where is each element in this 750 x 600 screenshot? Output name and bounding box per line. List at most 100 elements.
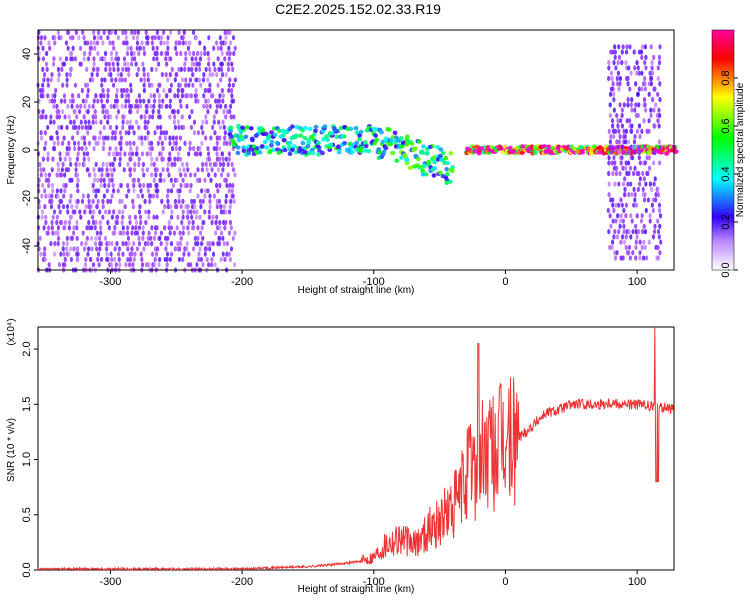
spectrogram-cell — [616, 70, 621, 76]
spectrogram-cell — [87, 103, 91, 109]
spectrogram-cell — [440, 150, 446, 156]
spectrogram-cell — [282, 147, 288, 153]
spectrogram-cell — [217, 119, 221, 125]
spectrogram-cell — [61, 246, 65, 252]
spectrogram-cell — [213, 262, 217, 268]
spectrogram-cell — [176, 93, 180, 99]
spectrogram-cell — [165, 103, 169, 109]
spectrogram-cell — [328, 142, 334, 148]
spectrogram-cell — [66, 103, 70, 109]
spectrogram-cell — [448, 151, 454, 156]
spectrogram-cell — [658, 81, 662, 87]
spectrogram-cell — [149, 103, 153, 109]
spectrogram-cell — [158, 256, 162, 263]
spectrogram-cell — [609, 149, 614, 155]
spectrogram-cell — [99, 182, 103, 189]
spectrogram-cell — [209, 135, 213, 141]
spectrogram-cell — [195, 209, 199, 215]
spectrogram-cell — [611, 49, 615, 55]
colorbar-label: Normalized spectral amplitude — [735, 82, 746, 217]
spectrogram-cell — [142, 50, 147, 57]
spectrogram-cell — [616, 144, 621, 150]
spectrogram-cell — [638, 239, 642, 245]
spectrogram-cell — [179, 50, 183, 57]
spectrogram-cell — [653, 149, 657, 155]
spectrogram-cell — [626, 181, 630, 187]
spectrogram-cell — [643, 81, 647, 87]
spectrogram-cell — [99, 93, 103, 99]
spectrogram-cell — [197, 251, 201, 257]
spectrogram-cell — [139, 77, 143, 83]
spectrogram-cell — [91, 198, 95, 204]
spectrogram-cell — [75, 235, 79, 241]
spectrogram-cell — [112, 188, 116, 194]
spectrogram-cell — [138, 204, 142, 210]
spectrogram-cell — [221, 156, 225, 162]
spectrogram-cell — [149, 193, 153, 199]
spectrogram-cell — [198, 145, 202, 152]
spectrogram-cell — [199, 50, 203, 57]
spectrogram-cell — [206, 241, 210, 247]
spectrogram-cell — [616, 118, 620, 124]
spectrogram-cell — [272, 132, 278, 137]
spectrogram-cell — [75, 114, 79, 120]
spectrogram-cell — [117, 256, 121, 263]
spectrogram-cell — [607, 75, 611, 82]
spectrogram-cell — [235, 150, 241, 156]
spectrogram-cell — [198, 246, 202, 252]
spectrogram-cell — [628, 44, 632, 50]
spectrogram-cell — [374, 137, 380, 143]
spectrogram-cell — [107, 61, 111, 67]
spectrogram-cell — [216, 188, 220, 194]
spectrogram-cell — [404, 157, 410, 163]
spectrogram-cell — [240, 125, 246, 130]
spectrogram-cell — [633, 165, 637, 171]
spectrogram-cell — [643, 44, 648, 50]
spectrogram-cell — [223, 56, 227, 62]
spectrogram-cell — [43, 246, 47, 252]
spectrogram-cell — [224, 114, 228, 120]
spectrogram-cell — [217, 198, 222, 204]
spectrogram-cell — [148, 182, 153, 189]
spectrogram-cell — [207, 56, 211, 62]
spectrogram-cell — [229, 134, 235, 140]
spectrogram-cell — [212, 119, 216, 125]
spectrogram-cell — [241, 148, 247, 153]
spectrogram-cell — [165, 262, 169, 268]
spectrogram-cell — [149, 93, 153, 99]
spectrogram-cell — [71, 98, 75, 104]
spectrogram-cell — [618, 133, 622, 140]
spectrogram-cell — [158, 135, 162, 141]
spectrogram-cell — [223, 256, 227, 263]
spectrogram-cell — [97, 167, 101, 173]
spectrogram-cell — [189, 182, 193, 189]
spectrogram-y-tick-label: -40 — [21, 238, 33, 254]
spectrogram-cell — [181, 177, 185, 183]
spectrogram-cell — [121, 119, 125, 125]
spectrogram-cell — [81, 29, 85, 35]
spectrogram-cell — [91, 119, 95, 125]
spectrogram-cell — [110, 56, 114, 62]
spectrogram-cell — [89, 45, 94, 51]
spectrogram-cell — [652, 229, 657, 235]
spectrogram-cell — [624, 244, 628, 251]
spectrogram-cell — [133, 56, 137, 62]
spectrogram-cell — [84, 241, 88, 247]
spectrogram-cell — [197, 61, 201, 67]
spectrogram-cell — [617, 149, 621, 155]
spectrogram-cell — [65, 72, 69, 78]
spectrogram-cell — [112, 45, 116, 51]
spectrogram-cell — [633, 197, 637, 203]
spectrogram-cell — [47, 40, 51, 46]
spectrogram-cell — [140, 151, 144, 157]
spectrogram-cell — [227, 209, 232, 215]
spectrogram-cell — [138, 214, 143, 220]
spectrogram-cell — [128, 219, 132, 226]
spectrogram-cell — [223, 135, 227, 141]
spectrogram-cell — [111, 161, 115, 167]
spectrogram-cell — [592, 144, 597, 149]
spectrogram-cell — [224, 198, 228, 204]
spectrogram-cell — [101, 135, 105, 141]
spectrogram-cell — [658, 144, 663, 150]
